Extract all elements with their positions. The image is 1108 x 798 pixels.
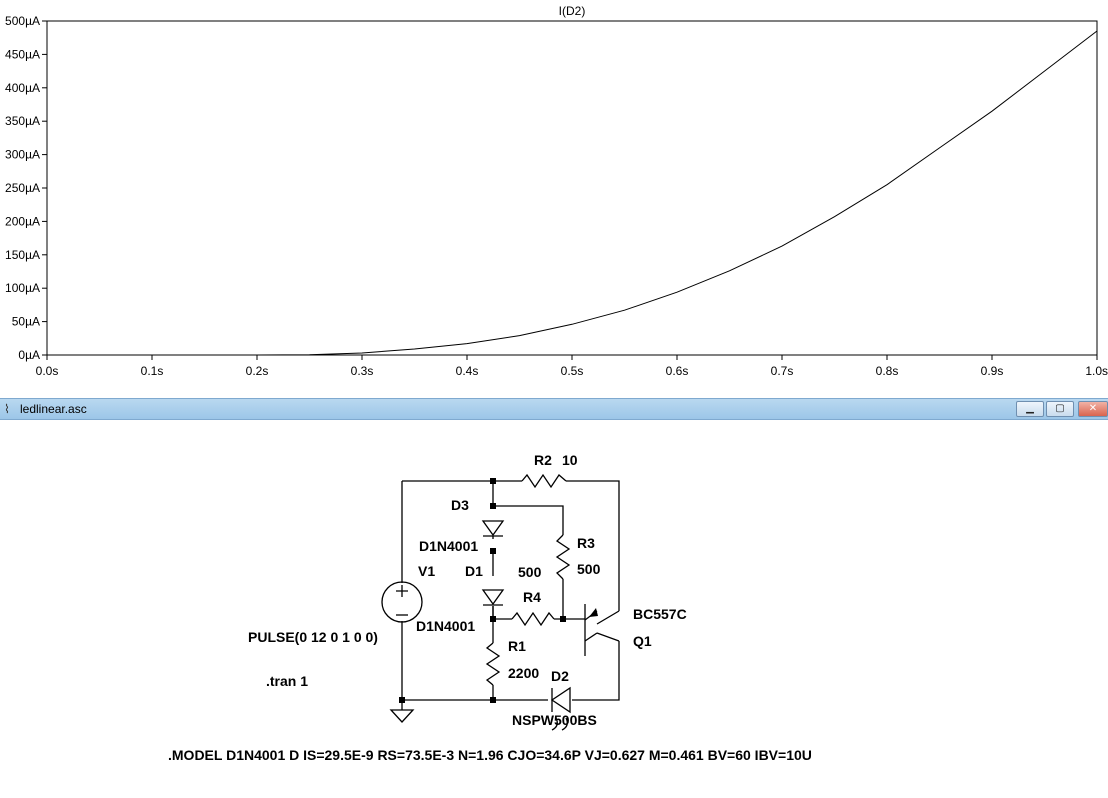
q1-model[interactable]: BC557C — [633, 606, 687, 622]
v1-source-spec[interactable]: PULSE(0 12 0 1 0 0) — [248, 629, 378, 645]
d3-model[interactable]: D1N4001 — [419, 538, 478, 554]
d1-label[interactable]: D1 — [465, 563, 483, 579]
waveform-chart[interactable]: I(D2) 0µA 50µA 100µA 150µA 200µA 250µA 300µA 35… — [0, 0, 1108, 388]
x-tick-label: 0.6s — [666, 364, 689, 378]
y-tick-label: 200µA — [5, 214, 40, 228]
y-tick-label: 350µA — [5, 114, 40, 128]
r1-label[interactable]: R1 — [508, 638, 526, 654]
window-titlebar[interactable]: ⌇ ledlinear.asc ▁ ▢ ✕ — [0, 398, 1108, 420]
x-tick-label: 0.3s — [351, 364, 374, 378]
diode-d3[interactable] — [481, 520, 505, 537]
model-directive[interactable]: .MODEL D1N4001 D IS=29.5E-9 RS=73.5E-3 N… — [168, 747, 812, 763]
v1-label[interactable]: V1 — [418, 563, 435, 579]
y-tick-label: 450µA — [5, 47, 40, 61]
x-tick-label: 0.8s — [876, 364, 899, 378]
junction-dot — [490, 478, 496, 484]
schematic-icon[interactable]: ⌇ — [4, 402, 10, 416]
resistor-r1[interactable] — [485, 642, 501, 686]
resistor-r4[interactable] — [511, 611, 555, 627]
resistor-r2[interactable] — [521, 473, 567, 489]
y-axis: 0µA 50µA 100µA 150µA 200µA 250µA 300µA 350µA 400… — [5, 14, 47, 362]
maximize-icon: ▢ — [1055, 403, 1065, 414]
x-tick-label: 0.9s — [981, 364, 1004, 378]
y-tick-label: 50µA — [12, 315, 40, 329]
y-tick-label: 100µA — [5, 281, 40, 295]
x-tick-label: 0.7s — [771, 364, 794, 378]
close-icon: ✕ — [1088, 403, 1098, 414]
schematic-canvas[interactable]: R2 10 D3 D1N4001 D1 D1N4001 R3 500 500 R… — [0, 420, 1108, 798]
junction-dot — [399, 697, 405, 703]
voltage-source-v1[interactable] — [381, 581, 423, 623]
r2-value[interactable]: 10 — [562, 452, 578, 468]
traces — [47, 30, 1098, 356]
led-d2[interactable] — [550, 686, 571, 714]
r1-value[interactable]: 2200 — [508, 665, 539, 681]
y-tick-label: 400µA — [5, 81, 40, 95]
emitter-arrow-icon — [589, 608, 598, 617]
wire[interactable] — [402, 632, 620, 701]
waveform-plot-pane[interactable]: I(D2) 0µA 50µA 100µA 150µA 200µA 250µA 300µA 35… — [0, 0, 1108, 388]
resistor-r3[interactable] — [555, 534, 571, 580]
plot-frame — [46, 20, 1098, 356]
r3-value[interactable]: 500 — [577, 561, 601, 577]
x-tick-label: 0.2s — [246, 364, 269, 378]
tran-directive[interactable]: .tran 1 — [266, 673, 308, 689]
x-axis: 0.0s 0.1s 0.2s 0.3s 0.4s 0.5s 0.6s 0.7s 0.8s 0.9s… — [36, 355, 1108, 378]
y-tick-label: 150µA — [5, 248, 40, 262]
schematic-window[interactable]: ⌇ ledlinear.asc ▁ ▢ ✕ — [0, 398, 1108, 798]
window-title: ledlinear.asc — [20, 402, 87, 416]
junction-dot — [490, 616, 496, 622]
q1-label[interactable]: Q1 — [633, 633, 652, 649]
d3-label[interactable]: D3 — [451, 497, 469, 513]
d2-label[interactable]: D2 — [551, 668, 569, 684]
r4-label[interactable]: R4 — [523, 589, 541, 605]
r3-label[interactable]: R3 — [577, 535, 595, 551]
r2-label[interactable]: R2 — [534, 452, 552, 468]
y-tick-label: 0µA — [18, 348, 40, 362]
trace-line-i-d2[interactable] — [47, 30, 1098, 356]
d1-model[interactable]: D1N4001 — [416, 618, 475, 634]
y-tick-label: 500µA — [5, 14, 40, 28]
maximize-button[interactable]: ▢ — [1046, 401, 1074, 417]
ground-icon[interactable] — [389, 709, 415, 723]
junction-dot — [490, 503, 496, 509]
diode-d1[interactable] — [481, 589, 505, 606]
junction-dot — [560, 616, 566, 622]
minimize-icon: ▁ — [1026, 403, 1034, 414]
junction-dot — [490, 548, 496, 554]
trace-title[interactable]: I(D2) — [559, 4, 586, 18]
r4-value[interactable]: 500 — [518, 564, 542, 580]
plus-icon — [396, 585, 408, 597]
wire[interactable] — [566, 480, 620, 625]
minimize-button[interactable]: ▁ — [1016, 401, 1044, 417]
x-tick-label: 0.5s — [561, 364, 584, 378]
y-tick-label: 300µA — [5, 148, 40, 162]
x-tick-label: 0.1s — [141, 364, 164, 378]
wire[interactable] — [493, 505, 564, 535]
x-tick-label: 0.0s — [36, 364, 59, 378]
x-tick-label: 1.0s — [1085, 364, 1108, 378]
close-button[interactable]: ✕ — [1078, 401, 1108, 417]
x-tick-label: 0.4s — [456, 364, 479, 378]
transistor-q1-collector — [584, 632, 598, 642]
light-emission-icon — [551, 717, 568, 731]
d2-model[interactable]: NSPW500BS — [512, 712, 597, 728]
y-tick-label: 250µA — [5, 181, 40, 195]
junction-dot — [490, 697, 496, 703]
